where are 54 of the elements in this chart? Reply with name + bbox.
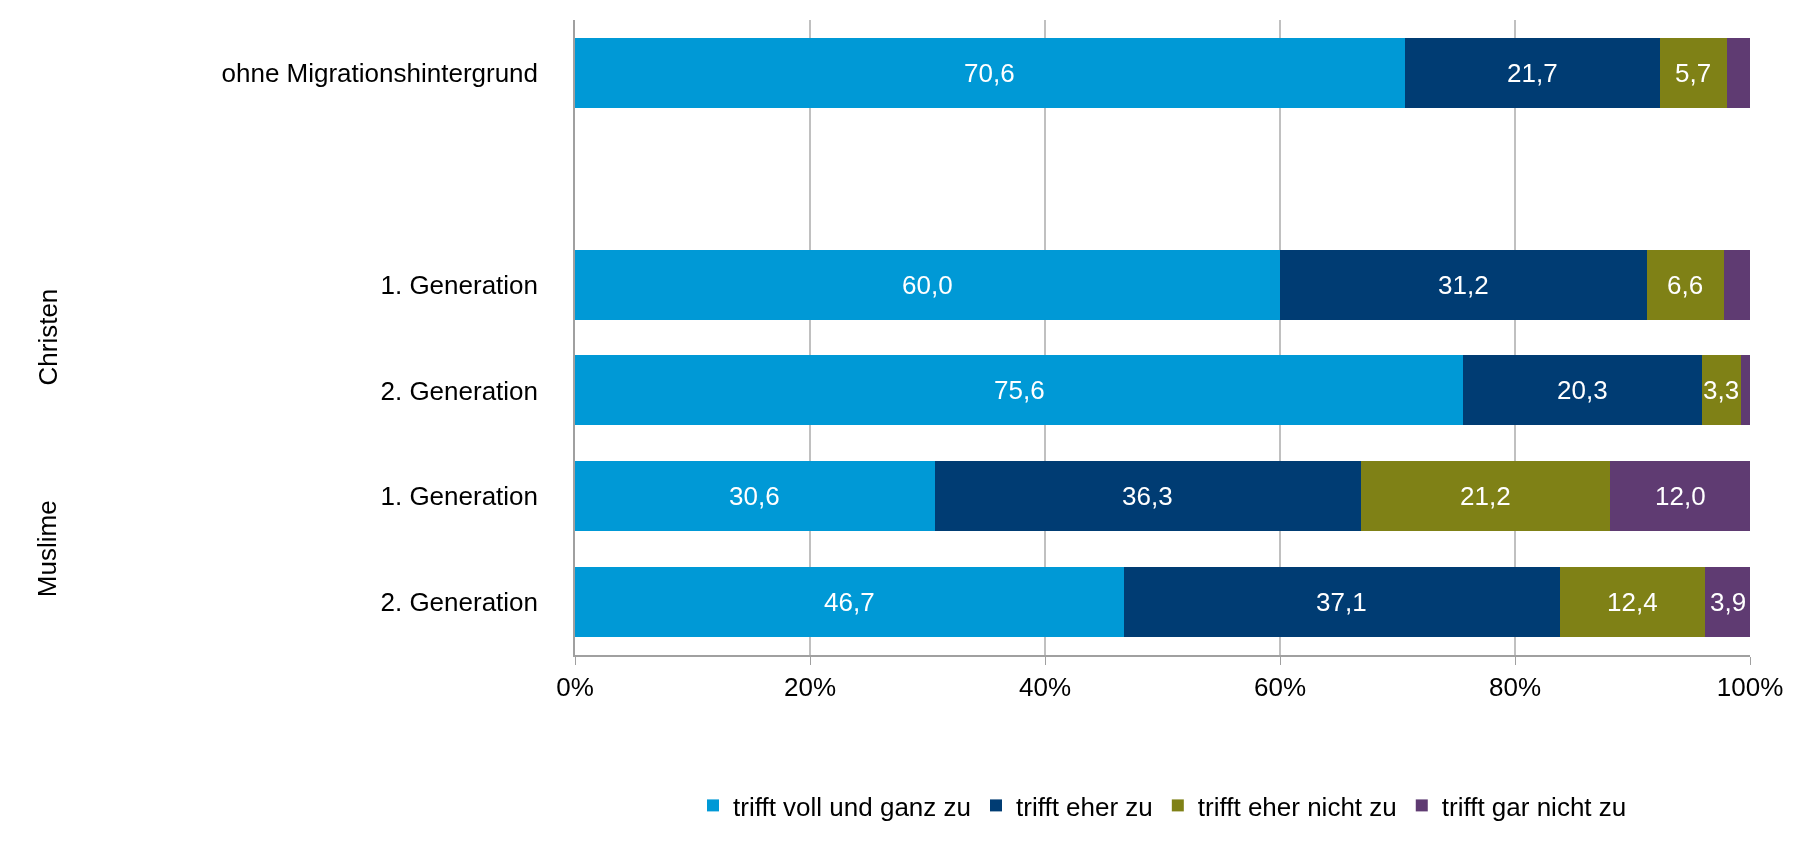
bar xyxy=(1123,567,1560,638)
x-tick-label: 20% xyxy=(783,671,837,702)
bar xyxy=(575,355,1464,426)
bar xyxy=(934,461,1362,532)
bar xyxy=(1610,461,1750,532)
data-label: 21,2 xyxy=(1460,481,1511,511)
data-label: 31,2 xyxy=(1438,270,1489,300)
bar xyxy=(575,37,1405,108)
legend-label: trifft eher zu xyxy=(1016,791,1153,822)
bar xyxy=(1280,249,1647,320)
x-tick-label: 100% xyxy=(1716,671,1784,702)
data-label: 70,6 xyxy=(964,58,1015,88)
y-tick-label: 1. Generation xyxy=(380,481,539,512)
bar xyxy=(1404,37,1660,108)
text: Muslime xyxy=(31,500,62,598)
data-label: 46,7 xyxy=(824,587,875,617)
y-tick-label: 1. Generation xyxy=(380,269,539,300)
x-tick-label: 0% xyxy=(556,671,594,702)
bar xyxy=(1463,355,1702,426)
data-label: 6,6 xyxy=(1667,270,1704,300)
x-tick-label: 80% xyxy=(1488,671,1542,702)
data-label: 20,3 xyxy=(1557,375,1608,405)
x-tick-label: 40% xyxy=(1018,671,1072,702)
data-label: 75,6 xyxy=(994,375,1045,405)
x-tick-label: 60% xyxy=(1253,671,1307,702)
bar xyxy=(1646,249,1725,320)
bar xyxy=(1361,461,1611,532)
bar xyxy=(575,567,1124,638)
data-label: 60,0 xyxy=(902,270,953,300)
bar xyxy=(1724,249,1750,320)
data-label: 12,4 xyxy=(1607,587,1658,617)
y-tick-label: ohne Migrationshintergrund xyxy=(221,58,539,89)
bar xyxy=(1705,567,1750,638)
bar xyxy=(1559,567,1706,638)
bar xyxy=(575,249,1280,320)
data-label: 30,6 xyxy=(729,481,780,511)
data-label: 3,3 xyxy=(1703,375,1740,405)
y-tick-label: 2. Generation xyxy=(380,587,539,618)
data-label: 12,0 xyxy=(1655,481,1706,511)
y-tick-label: 2. Generation xyxy=(380,375,539,406)
bar xyxy=(1726,37,1750,108)
data-label: 21,7 xyxy=(1507,58,1558,88)
data-label: 5,7 xyxy=(1675,58,1712,88)
legend-label: trifft voll und ganz zu xyxy=(733,791,971,822)
data-label: 36,3 xyxy=(1122,481,1173,511)
bar xyxy=(1740,355,1750,426)
data-label: 37,1 xyxy=(1316,587,1367,617)
bar xyxy=(1659,37,1727,108)
legend-label: trifft gar nicht zu xyxy=(1441,791,1627,822)
legend-label: trifft eher nicht zu xyxy=(1197,791,1397,822)
text: Christen xyxy=(32,288,63,386)
bar xyxy=(1701,355,1741,426)
bar xyxy=(575,461,935,532)
data-label: 3,9 xyxy=(1710,587,1747,617)
